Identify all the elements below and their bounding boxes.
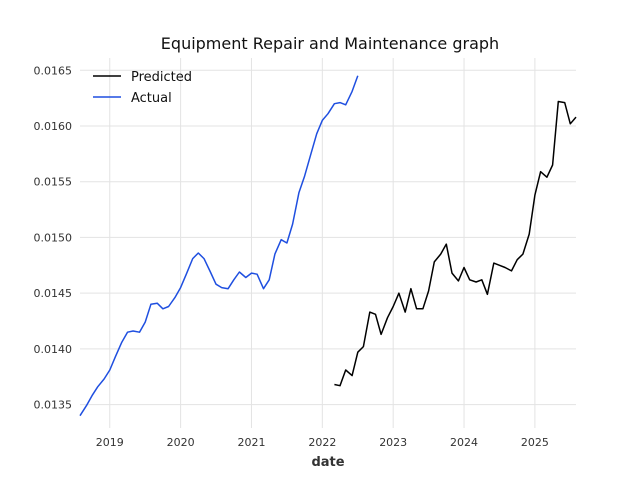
x-tick-label: 2025 (521, 436, 549, 449)
x-tick-label: 2024 (450, 436, 478, 449)
series-lines (79, 75, 577, 417)
x-axis-label: date (311, 455, 344, 470)
x-tick-label: 2023 (379, 436, 407, 449)
series-line-predicted (334, 100, 577, 387)
y-tick-label: 0.0150 (34, 231, 73, 244)
legend-label-predicted: Predicted (131, 70, 192, 85)
y-tick-label: 0.0145 (34, 287, 73, 300)
x-tick-label: 2021 (237, 436, 265, 449)
x-tick-label: 2020 (167, 436, 195, 449)
legend: Predicted Actual (93, 70, 192, 106)
series-line-actual (79, 75, 359, 417)
y-tick-label: 0.0135 (34, 399, 73, 412)
x-tick-label: 2022 (308, 436, 336, 449)
y-tick-label: 0.0140 (34, 343, 73, 356)
x-tick-labels: 2019 2020 2021 2022 2023 2024 2025 (96, 436, 549, 449)
y-tick-labels: 0.0135 0.0140 0.0145 0.0150 0.0155 0.0160 0.01… (34, 64, 73, 411)
x-tick-label: 2019 (96, 436, 124, 449)
grid (80, 58, 576, 428)
y-tick-label: 0.0155 (34, 176, 73, 189)
chart-title: Equipment Repair and Maintenance graph (161, 34, 499, 53)
y-tick-label: 0.0165 (34, 64, 73, 77)
y-tick-label: 0.0160 (34, 120, 73, 133)
legend-label-actual: Actual (131, 91, 172, 106)
